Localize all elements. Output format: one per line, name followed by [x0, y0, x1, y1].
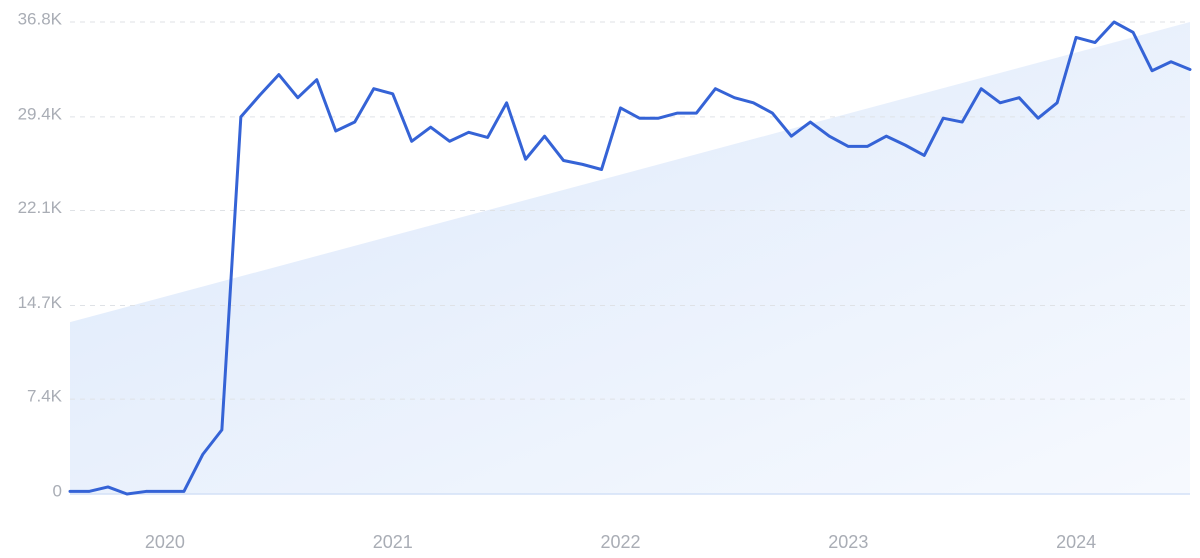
- y-tick-label: 7.4K: [27, 387, 63, 406]
- y-tick-label: 14.7K: [18, 293, 63, 312]
- x-tick-label: 2024: [1056, 532, 1096, 552]
- x-tick-label: 2022: [600, 532, 640, 552]
- line: [68, 20, 1192, 496]
- x-tick-label: 2021: [373, 532, 413, 552]
- y-tick-label: 29.4K: [18, 104, 63, 123]
- x-tick-label: 2023: [828, 532, 868, 552]
- y-tick-label: 22.1K: [18, 198, 63, 217]
- y-tick-label: 36.8K: [18, 9, 63, 28]
- trend-area: [70, 22, 1190, 494]
- x-tick-label: 2020: [145, 532, 185, 552]
- y-tick-label: 0: [53, 481, 62, 500]
